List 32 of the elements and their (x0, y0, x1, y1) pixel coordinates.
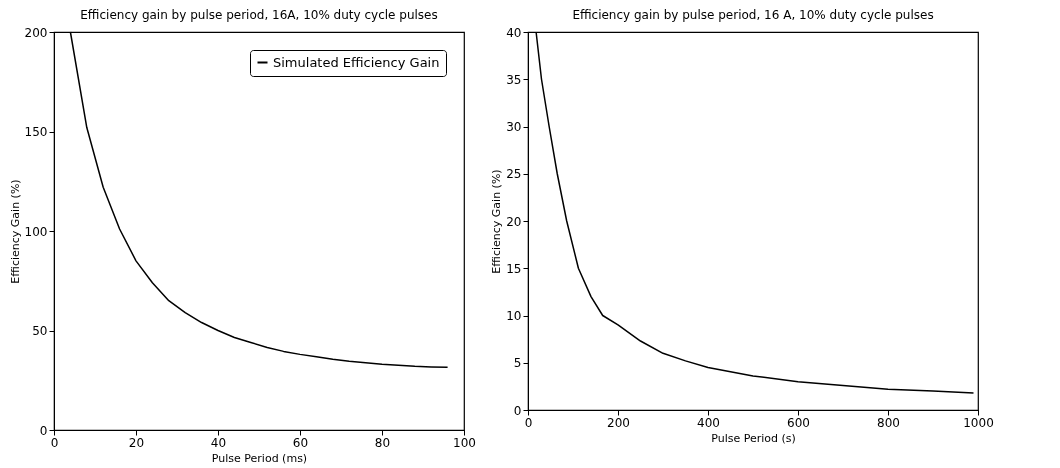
x-tick-label: 40 (210, 435, 227, 450)
x-tick-label: 80 (374, 435, 391, 450)
y-tick-label: 20 (506, 214, 522, 229)
y-tick-label: 150 (24, 125, 48, 139)
y-tick-label: 10 (506, 309, 522, 323)
x-tick-label: 0 (50, 435, 59, 450)
x-axis-title: Pulse Period (ms) (211, 451, 308, 465)
y-tick-label: 50 (32, 324, 48, 338)
y-tick-label: 15 (506, 261, 522, 276)
chart-title: Efficiency gain by pulse period, 16A, 10% duty cycle pulses (80, 8, 438, 22)
x-tick-label: 200 (607, 415, 630, 430)
y-tick-label: 40 (506, 25, 522, 40)
y-tick-label: 35 (506, 72, 522, 87)
x-tick-label: 800 (877, 415, 900, 430)
chart-title: Efficiency gain by pulse period, 16 A, 10% duty cycle pulses (572, 8, 934, 22)
x-tick-label: 400 (697, 415, 720, 430)
x-tick-label: 60 (292, 435, 309, 450)
y-tick-label: 5 (513, 356, 522, 371)
y-axis-title: Efficiency Gain (%) (8, 179, 22, 284)
y-tick-label: 100 (24, 224, 48, 239)
y-tick-label: 25 (506, 167, 522, 182)
y-tick-label: 30 (506, 120, 522, 134)
x-tick-label: 0 (524, 415, 533, 430)
y-tick-label: 200 (24, 25, 48, 40)
x-tick-label: 1000 (963, 415, 994, 430)
y-axis-title: Efficiency Gain (%) (490, 169, 504, 274)
y-tick-label: 0 (513, 403, 522, 418)
x-tick-label: 20 (128, 435, 145, 450)
x-tick-label: 600 (787, 415, 810, 430)
x-tick-label: 100 (453, 435, 476, 450)
legend-label: Simulated Efficiency Gain (273, 54, 440, 70)
x-axis-title: Pulse Period (s) (711, 431, 796, 445)
